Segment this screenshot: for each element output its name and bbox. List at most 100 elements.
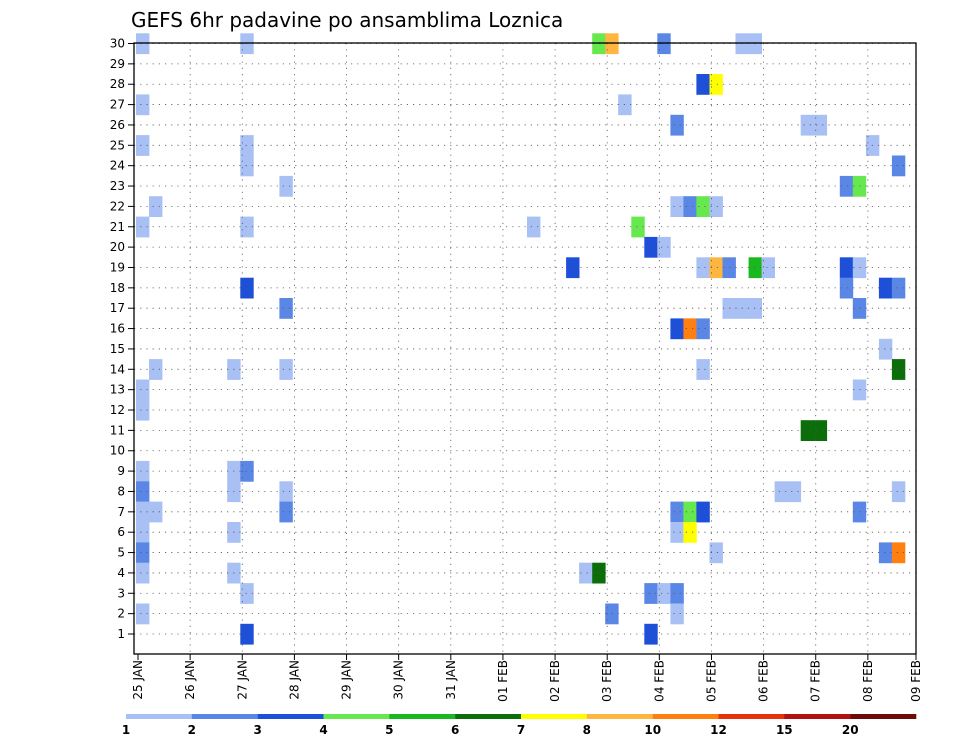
heatmap-cell — [670, 318, 684, 340]
y-tick-label: 1 — [117, 627, 125, 641]
chart-title: GEFS 6hr padavine po ansamblima Loznica — [131, 8, 563, 32]
heatmap-cell — [891, 277, 906, 299]
y-tick-label: 24 — [110, 159, 125, 173]
y-tick-label: 4 — [117, 566, 125, 580]
y-tick-label: 14 — [110, 362, 125, 376]
x-tick-label: 29 JAN — [340, 660, 354, 700]
colorbar-swatch — [586, 714, 653, 719]
heatmap-cell — [891, 542, 906, 564]
heatmap-cell — [240, 277, 254, 299]
heatmap-cell — [670, 501, 684, 523]
y-tick-label: 9 — [117, 464, 125, 478]
y-tick-label: 16 — [110, 322, 125, 336]
x-axis-ticks: 25 JAN 26 JAN 27 JAN 28 JAN 29 JAN 30 JAN 31 J… — [131, 654, 923, 702]
heatmap-cell — [240, 460, 254, 482]
heatmap-cell — [592, 562, 606, 584]
colorbar-label: 4 — [319, 723, 327, 737]
heatmap-cell — [800, 114, 815, 136]
y-tick-label: 21 — [110, 220, 125, 234]
heatmap-cell — [813, 420, 828, 441]
x-tick-label: 08 FEB — [861, 660, 875, 702]
y-tick-label: 15 — [110, 342, 125, 356]
colorbar-label: 2 — [188, 723, 196, 737]
colorbar-label: 10 — [644, 723, 661, 737]
colorbar-swatch — [257, 714, 324, 719]
x-tick-label: 09 FEB — [909, 660, 923, 702]
heatmap-cell — [683, 196, 697, 217]
colorbar-swatch — [191, 714, 258, 719]
heatmap-cell — [240, 583, 254, 604]
heatmap-cell — [240, 623, 254, 645]
colorbar-swatch — [455, 714, 522, 719]
heatmap-cell — [136, 399, 150, 421]
heatmap-cell — [136, 379, 150, 401]
heatmap-cell — [761, 257, 775, 279]
heatmap-cell — [683, 318, 697, 340]
heatmap-cell — [657, 33, 671, 55]
y-tick-label: 6 — [117, 525, 125, 539]
heatmap-cell — [891, 481, 906, 503]
heatmap-cell — [696, 359, 710, 380]
heatmap-cell — [696, 74, 710, 95]
colorbar-label: 5 — [385, 723, 393, 737]
heatmap-cell — [279, 175, 293, 197]
heatmap-cell — [696, 196, 710, 217]
heatmap-cell — [709, 257, 723, 279]
heatmap-cell — [279, 298, 293, 319]
x-tick-label: 01 FEB — [496, 660, 510, 702]
colorbar: 1 2 3 4 5 6 7 8 10 12 15 20 — [122, 714, 917, 737]
heatmap-cell — [279, 359, 293, 380]
heatmap-cell — [136, 94, 150, 116]
y-tick-label: 29 — [110, 57, 125, 71]
heatmap-cell — [670, 522, 684, 543]
heatmap-cell — [579, 562, 593, 584]
y-tick-label: 12 — [110, 403, 125, 417]
x-tick-label: 31 JAN — [444, 660, 458, 700]
x-tick-label: 28 JAN — [287, 660, 301, 700]
heatmap-cell — [891, 359, 906, 380]
heatmap-cell — [813, 114, 828, 136]
heatmap-cell — [709, 542, 723, 564]
colorbar-swatch — [126, 714, 193, 719]
heatmap-cell — [149, 501, 163, 523]
y-tick-label: 5 — [117, 546, 125, 560]
heatmap-cell — [136, 501, 150, 523]
heatmap-cell — [839, 257, 854, 279]
precipitation-cells — [136, 33, 906, 645]
y-tick-label: 25 — [110, 138, 125, 152]
x-tick-label: 07 FEB — [809, 660, 823, 702]
grid-lines — [134, 43, 916, 654]
y-tick-label: 22 — [110, 199, 125, 213]
heatmap-cell — [136, 460, 150, 482]
heatmap-cell — [657, 583, 671, 604]
heatmap-cell — [240, 155, 254, 177]
colorbar-swatch — [718, 714, 785, 719]
heatmap-cell — [136, 135, 150, 156]
heatmap-cell — [240, 216, 254, 238]
x-tick-label: 26 JAN — [183, 660, 197, 700]
heatmap-cell — [670, 196, 684, 217]
x-tick-label: 05 FEB — [705, 660, 719, 702]
heatmap-cell — [592, 33, 606, 55]
heatmap-cell — [240, 33, 254, 55]
plot-frame — [133, 42, 917, 655]
y-tick-label: 26 — [110, 118, 125, 132]
x-tick-label: 03 FEB — [600, 660, 614, 702]
heatmap-cell — [839, 277, 854, 299]
heatmap-cell — [136, 562, 150, 584]
y-axis-ticks: 1234567891011121314151617181920212223242… — [110, 37, 134, 641]
heatmap-cell — [709, 74, 723, 95]
x-tick-label: 30 JAN — [392, 660, 406, 700]
heatmap-cell — [240, 135, 254, 156]
heatmap-cell — [748, 257, 762, 279]
x-tick-label: 04 FEB — [652, 660, 666, 702]
y-tick-label: 18 — [110, 281, 125, 295]
x-tick-label: 02 FEB — [548, 660, 562, 702]
y-tick-label: 13 — [110, 383, 125, 397]
x-tick-label: 27 JAN — [235, 660, 249, 700]
y-tick-label: 2 — [117, 607, 125, 621]
heatmap-cell — [670, 114, 684, 136]
heatmap-cell — [644, 583, 658, 604]
heatmap-cell — [657, 236, 671, 258]
y-tick-label: 30 — [110, 37, 125, 51]
